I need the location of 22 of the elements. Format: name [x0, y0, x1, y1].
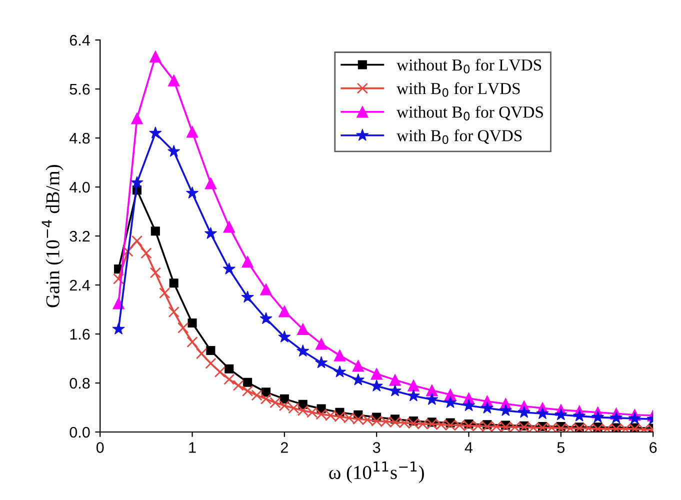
x-axis-title: ω (10$^{11}$s$^{−1}$) — [329, 462, 424, 484]
y-tick-label: 3.2 — [70, 230, 90, 242]
legend-label: with B$_{0}$ for LVDS — [396, 82, 520, 97]
x-tick-label: 6 — [650, 442, 657, 453]
x-tick-label: 1 — [189, 442, 196, 453]
x-tick-label: 5 — [557, 442, 565, 453]
y-axis-title: Gain (10$^{−4}$ dB/m) — [42, 164, 64, 308]
y-tick-label: 6.4 — [70, 34, 90, 46]
y-tick-label: 4.0 — [70, 182, 90, 193]
x-tick-label: 3 — [372, 442, 380, 453]
y-tick-label: 2.4 — [70, 280, 90, 291]
x-tick-label: 0 — [96, 442, 104, 453]
legend-label: without B$_{0}$ for LVDS — [396, 58, 542, 74]
legend-label: without B$_{0}$ for QVDS — [396, 106, 543, 120]
legend-label: with B$_{0}$ for QVDS — [396, 129, 522, 144]
y-tick-label: 5.6 — [70, 84, 90, 95]
y-tick-label: 1.6 — [70, 328, 90, 340]
y-tick-label: 0.8 — [70, 378, 90, 389]
y-tick-label: 4.8 — [70, 132, 90, 144]
x-tick-label: 4 — [464, 442, 473, 453]
x-tick-label: 2 — [280, 442, 288, 453]
y-tick-label: 0.0 — [70, 426, 90, 438]
